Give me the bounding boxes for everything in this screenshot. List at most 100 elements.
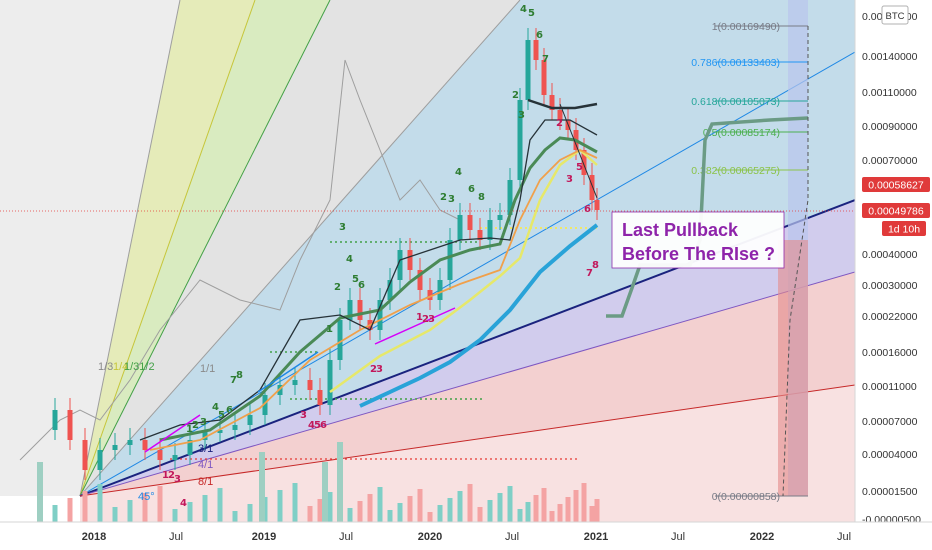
volume-bar — [458, 491, 463, 522]
volume-bar — [368, 494, 373, 522]
sequence-count-label: 2 — [512, 90, 519, 101]
candle-body — [68, 410, 73, 440]
fan-label-1-3: 1/3 — [98, 361, 113, 373]
volume-bar — [308, 506, 313, 522]
annotation-box[interactable]: Last Pullback Before The RIse ? — [612, 212, 784, 268]
volume-bar — [542, 488, 547, 522]
sequence-count-label: 7 — [586, 268, 593, 279]
x-tick-label: 2020 — [418, 531, 442, 543]
volume-bar — [550, 511, 555, 522]
y-axis-background — [855, 0, 932, 550]
volume-bar — [566, 497, 571, 522]
y-tick-label: 0.00016000 — [862, 347, 918, 359]
sequence-count-label: 5 — [576, 162, 583, 173]
sequence-count-label: 3 — [300, 410, 307, 421]
volume-bar — [418, 489, 423, 522]
volume-bar — [498, 493, 503, 522]
volume-bar — [259, 452, 265, 522]
y-tick-label: 0.00007000 — [862, 416, 918, 428]
sequence-count-label: 1 — [326, 324, 333, 335]
volume-bar — [518, 509, 523, 522]
candle-body — [158, 450, 163, 460]
volume-bar — [322, 462, 328, 522]
candle-body — [98, 450, 103, 470]
volume-bar — [558, 504, 563, 522]
y-axis[interactable]: 0.001700000.001400000.001100000.00090000… — [855, 0, 932, 550]
fan-label-4-1: 4/1 — [198, 459, 213, 471]
sequence-count-label: 4 — [346, 254, 353, 265]
sequence-count-label: 5 — [218, 410, 225, 421]
sequence-count-label: 4 — [180, 498, 187, 509]
volume-bar — [328, 492, 333, 522]
sequence-count-label: 8 — [236, 370, 243, 381]
volume-bar — [188, 502, 193, 522]
fan-label-1-1: 1/1 — [200, 363, 215, 375]
volume-bar — [158, 486, 163, 522]
volume-bar — [534, 495, 539, 522]
y-tick-label: 0.00022000 — [862, 311, 918, 323]
sequence-count-label: 3 — [200, 417, 207, 428]
x-tick-label: 2018 — [82, 531, 106, 543]
volume-bar — [318, 499, 323, 522]
sequence-count-label: 3 — [376, 364, 383, 375]
sequence-count-label: 3 — [448, 194, 455, 205]
volume-bar — [293, 483, 298, 522]
fib-level-label: 1(0.00169490) — [712, 21, 780, 33]
sequence-count-label: 6 — [320, 420, 327, 431]
volume-bar — [337, 442, 343, 522]
fib-level-label: 0.786(0.00133403) — [691, 57, 780, 69]
symbol-box[interactable]: BTC — [882, 6, 908, 24]
fib-level-label: 0.5(0.00085174) — [703, 127, 780, 139]
volume-bar — [358, 501, 363, 522]
y-tick-label: 0.00140000 — [862, 51, 918, 63]
volume-bar — [113, 507, 118, 522]
candle-body — [328, 360, 333, 405]
sequence-count-label: 4 — [455, 167, 462, 178]
fib-level-label: 0(0.00000858) — [712, 491, 780, 503]
x-tick-label: Jul — [837, 531, 851, 543]
sequence-count-label: 2 — [192, 420, 199, 431]
candle-body — [438, 280, 443, 300]
candle-body — [408, 250, 413, 270]
x-tick-label: Jul — [505, 531, 519, 543]
volume-bar — [408, 496, 413, 522]
sequence-count-label: 8 — [478, 192, 485, 203]
annotation-line-2: Before The RIse ? — [622, 244, 775, 264]
candle-body — [488, 220, 493, 240]
fan-label-1-31-2: 1/31/2 — [124, 361, 155, 373]
x-axis[interactable]: 2018 Jul 2019 Jul 2020 Jul 2021 Jul 2022 Jul — [0, 522, 932, 550]
volume-bar — [233, 511, 238, 522]
sequence-count-label: 6 — [584, 204, 591, 215]
sequence-count-label: 6 — [358, 280, 365, 291]
x-axis-background — [0, 522, 932, 550]
candle-body — [448, 240, 453, 280]
candle-body — [498, 215, 503, 220]
volume-bar — [488, 500, 493, 522]
y-tick-label: 0.00090000 — [862, 121, 918, 133]
volume-bar — [203, 495, 208, 522]
y-tick-label: 0.00040000 — [862, 249, 918, 261]
sequence-count-label: 3 — [174, 474, 181, 485]
volume-bar — [590, 506, 595, 522]
volume-bar — [68, 498, 73, 522]
volume-bar — [53, 505, 58, 522]
x-tick-label: Jul — [339, 531, 353, 543]
volume-bar — [582, 483, 587, 522]
volume-bar — [278, 490, 283, 522]
candle-body — [173, 455, 178, 460]
y-tick-label: 0.00070000 — [862, 155, 918, 167]
y-tick-label: 0.00011000 — [862, 381, 917, 393]
x-tick-label: 2019 — [252, 531, 276, 543]
fib-column-bottom — [778, 240, 808, 496]
sequence-count-label: 6 — [226, 405, 233, 416]
volume-bar — [574, 490, 579, 522]
volume-bar — [595, 499, 600, 522]
price-badge-label: 0.00049786 — [868, 206, 924, 218]
volume-bar — [83, 491, 88, 522]
sequence-count-label: 4 — [520, 4, 527, 15]
sequence-count-label: 2 — [440, 192, 447, 203]
sequence-count-label: 2 — [556, 118, 563, 129]
y-tick-label: 0.00001500 — [862, 486, 918, 498]
